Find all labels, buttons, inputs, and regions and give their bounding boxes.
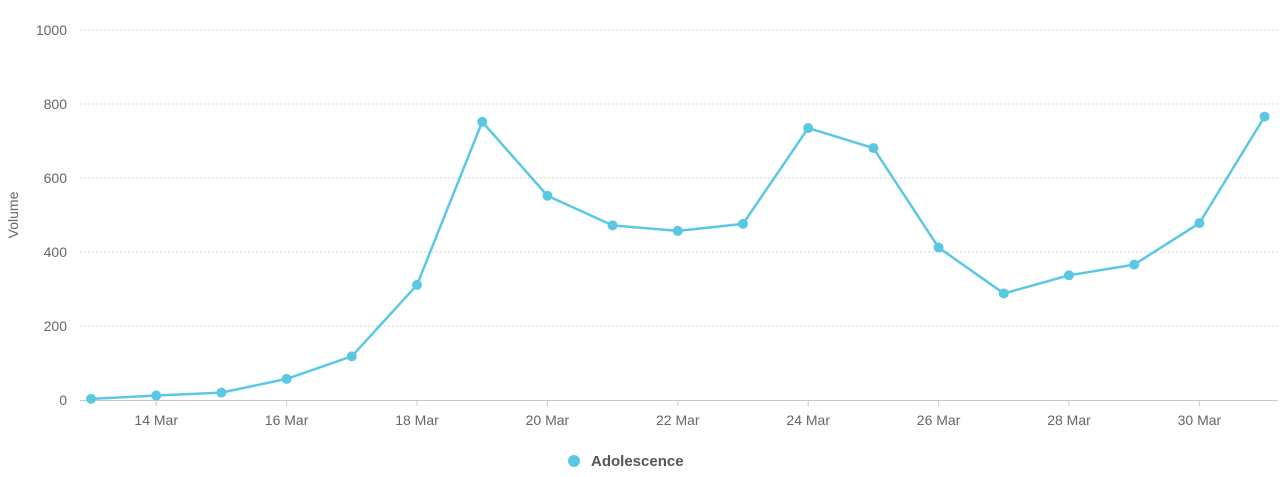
x-tick-label: 20 Mar (526, 412, 570, 428)
x-tick-label: 30 Mar (1178, 412, 1222, 428)
y-tick-label: 600 (44, 170, 68, 186)
data-point[interactable] (1259, 111, 1270, 122)
data-point[interactable] (412, 279, 422, 290)
data-point[interactable] (86, 393, 96, 404)
data-point[interactable] (933, 242, 944, 253)
legend-label-adolescence[interactable]: Adolescence (591, 453, 684, 470)
data-point[interactable] (1194, 218, 1205, 229)
series-group (86, 111, 1270, 404)
x-tick-label: 16 Mar (265, 412, 309, 428)
data-point[interactable] (607, 220, 618, 231)
data-point[interactable] (542, 190, 553, 201)
y-tick-label: 1000 (36, 22, 67, 38)
x-axis-ticks: 14 Mar 16 Mar 18 Mar 20 Mar 22 Mar 24 Mar 26 M… (134, 400, 1222, 428)
legend[interactable]: Adolescence (568, 453, 684, 470)
y-tick-label: 400 (44, 244, 68, 260)
x-tick-label: 22 Mar (656, 412, 700, 428)
series-line-adolescence (90, 115, 1266, 401)
data-point[interactable] (998, 288, 1009, 299)
y-axis-title: Volume (5, 191, 21, 238)
x-tick-label: 28 Mar (1047, 412, 1091, 428)
data-point[interactable] (1064, 270, 1074, 281)
x-tick-label: 18 Mar (395, 412, 439, 428)
data-point[interactable] (738, 218, 748, 229)
legend-marker-adolescence[interactable] (568, 455, 580, 467)
data-point[interactable] (151, 390, 162, 401)
gridlines (80, 29, 1278, 327)
data-point[interactable] (281, 373, 292, 384)
y-tick-label: 200 (44, 318, 68, 334)
data-point[interactable] (477, 116, 488, 127)
data-point[interactable] (672, 225, 683, 236)
y-tick-label: 800 (44, 96, 68, 112)
y-axis-ticks: 0 200 400 600 800 1000 (36, 22, 67, 408)
x-tick-label: 26 Mar (917, 412, 961, 428)
data-point[interactable] (346, 351, 357, 362)
data-point[interactable] (216, 387, 227, 398)
data-point[interactable] (1129, 259, 1140, 270)
data-point[interactable] (868, 143, 879, 154)
data-point[interactable] (803, 123, 814, 134)
y-tick-label: 0 (59, 392, 67, 408)
x-tick-label: 24 Mar (786, 412, 830, 428)
x-tick-label: 14 Mar (134, 412, 178, 428)
